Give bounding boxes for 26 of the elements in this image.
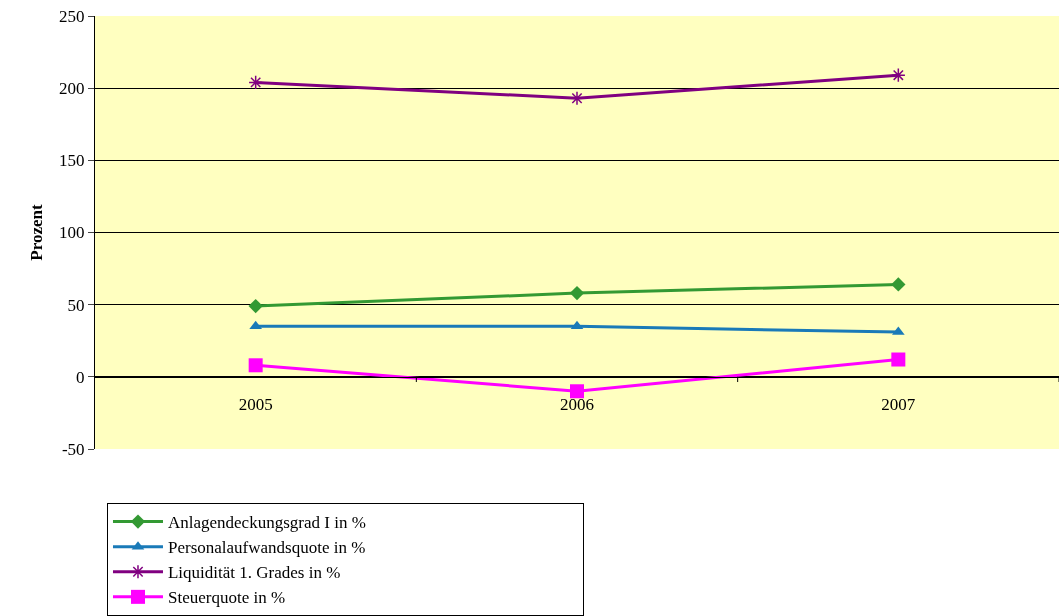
point [891,352,906,367]
point [569,285,585,301]
point [890,67,906,83]
y-axis-title: Prozent [26,204,46,261]
point [249,320,263,330]
x-tick-label: 2005 [238,395,273,415]
legend-label: Steuerquote in % [167,588,286,608]
y-tick-label: -50 [61,439,85,459]
point [248,358,263,373]
point [570,384,584,399]
y-tick-label: 250 [59,6,85,26]
y-tick-label: 150 [59,151,85,171]
y-tick-label: 200 [59,79,85,99]
y-tick-label: 50 [67,295,85,315]
point [570,320,584,330]
point [891,277,906,292]
point [248,298,263,314]
y-tick-label: 100 [59,223,85,243]
y-tick-label: 0 [76,367,85,387]
legend-label: Personalaufwandsquote in % [167,538,366,558]
x-tick-label: 2006 [560,395,594,415]
legend-label: Anlagendeckungsgrad I in % [167,513,366,533]
point [569,90,585,106]
legend-label: Liquidität 1. Grades in % [167,563,341,583]
point [248,75,264,90]
x-tick-label: 2007 [881,395,916,415]
